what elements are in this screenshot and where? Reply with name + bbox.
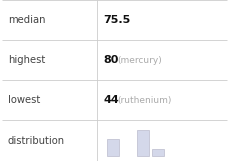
Text: 44: 44	[103, 95, 119, 105]
Text: (ruthenium): (ruthenium)	[117, 95, 171, 104]
Text: (mercury): (mercury)	[117, 56, 162, 65]
Bar	[152, 149, 164, 156]
Text: distribution: distribution	[8, 136, 65, 146]
Text: highest: highest	[8, 55, 45, 65]
Text: median: median	[8, 15, 46, 25]
Text: 75.5: 75.5	[103, 15, 130, 25]
Bar	[107, 139, 119, 156]
Bar	[137, 130, 149, 156]
Text: 80: 80	[103, 55, 118, 65]
Text: lowest: lowest	[8, 95, 40, 105]
